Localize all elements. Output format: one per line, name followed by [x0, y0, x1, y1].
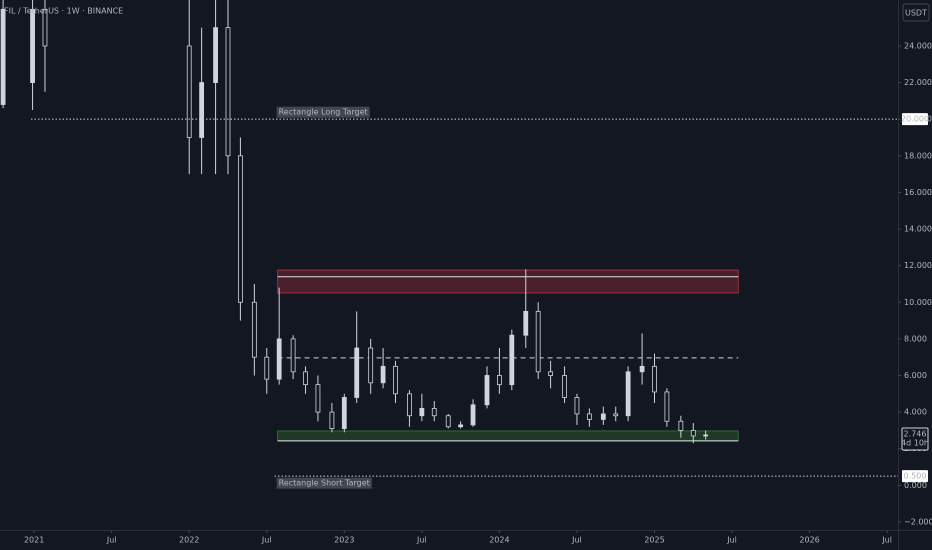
- price-tag: [902, 113, 928, 126]
- last-price-label: 2.746: [904, 430, 927, 439]
- currency-button[interactable]: [902, 3, 930, 22]
- candle-body: [664, 391, 670, 422]
- candle-body: [341, 397, 347, 429]
- x-tick-label: 2022: [179, 536, 199, 545]
- x-tick-label: 2021: [24, 536, 44, 545]
- candle-body: [225, 27, 231, 157]
- candle-body: [535, 311, 541, 373]
- countdown-label: 4d 10h: [901, 439, 929, 448]
- target-label-bg: [276, 106, 370, 118]
- candle-body: [393, 365, 398, 395]
- candle-body: [431, 408, 437, 417]
- x-tick-label: Jul: [416, 536, 427, 545]
- target-label-bg: [276, 477, 372, 489]
- symbol-title: FIL / TetherUS · 1W · BINANCE: [4, 7, 123, 16]
- rectangle-zone: [277, 269, 739, 294]
- candle-body: [303, 371, 308, 386]
- currency-button-label[interactable]: USDT: [905, 9, 927, 18]
- candle-body: [264, 356, 270, 380]
- y-tick-label: 24.000: [904, 41, 932, 50]
- candle-body: [600, 413, 606, 420]
- candle-body: [678, 420, 684, 431]
- candle-body: [251, 301, 257, 358]
- candle-body: [613, 413, 619, 417]
- candle-body: [484, 375, 490, 406]
- y-tick-label: 0.000: [904, 481, 927, 490]
- x-tick-label: Jul: [106, 536, 117, 545]
- x-tick-label: Jul: [571, 536, 582, 545]
- rectangle-zone: [277, 430, 739, 442]
- x-tick-label: 2025: [644, 536, 664, 545]
- y-tick-label: 16.000: [904, 188, 932, 197]
- candle-body: [290, 338, 296, 373]
- candle-body: [523, 311, 529, 336]
- y-tick-label: 6.000: [904, 371, 927, 380]
- candle-body: [186, 45, 192, 138]
- candle-body: [213, 27, 218, 83]
- candle-body: [639, 365, 645, 373]
- y-tick-label: 4.000: [904, 408, 927, 417]
- candle-body: [470, 404, 476, 426]
- target-label: Rectangle Short Target: [279, 479, 370, 488]
- y-tick-label: 8.000: [904, 334, 927, 343]
- price-tag-label: 20.000: [901, 115, 929, 124]
- x-tick-label: Jul: [261, 536, 272, 545]
- candle-body: [690, 430, 696, 437]
- candle-body: [0, 8, 6, 105]
- x-tick-label: Jul: [881, 536, 892, 545]
- candle-body: [42, 8, 48, 47]
- candle-body: [458, 424, 464, 428]
- candle-body: [703, 434, 709, 437]
- candle-body: [380, 365, 386, 384]
- y-tick-label: 14.000: [904, 225, 932, 234]
- x-tick-label: 2024: [489, 536, 509, 545]
- candle-body: [548, 371, 553, 376]
- x-tick-label: 2026: [799, 536, 819, 545]
- candle-body: [497, 375, 502, 386]
- plot-area: [0, 0, 898, 477]
- candle-body: [315, 384, 321, 413]
- candle-body: [368, 347, 374, 384]
- target-label: Rectangle Long Target: [279, 108, 368, 117]
- candle-body: [329, 411, 335, 429]
- candle-body: [30, 8, 35, 83]
- last-price-tag: [901, 427, 929, 451]
- y-tick-label: 22.000: [904, 78, 932, 87]
- candle-body: [509, 334, 515, 386]
- candle-body: [586, 413, 592, 420]
- x-tick-label: 2023: [334, 536, 354, 545]
- candle-body: [419, 408, 425, 417]
- candle-body: [445, 415, 451, 428]
- y-tick-label: 12.000: [904, 261, 932, 270]
- candle-body: [625, 371, 631, 417]
- price-tag-label: 0.500: [904, 472, 927, 481]
- y-tick-label: 18.000: [904, 151, 932, 160]
- candle-body: [199, 82, 205, 138]
- x-tick-label: Jul: [726, 536, 737, 545]
- y-tick-label: 10.000: [904, 298, 932, 307]
- candle-body: [407, 393, 412, 417]
- candle-body: [574, 397, 580, 415]
- candle-body: [276, 338, 282, 380]
- y-tick-label: −2.000: [904, 517, 932, 526]
- candle-body: [652, 365, 657, 393]
- price-tag: [902, 470, 928, 483]
- candle-body: [237, 155, 243, 303]
- candle-body: [562, 375, 567, 398]
- candle-body: [354, 347, 360, 398]
